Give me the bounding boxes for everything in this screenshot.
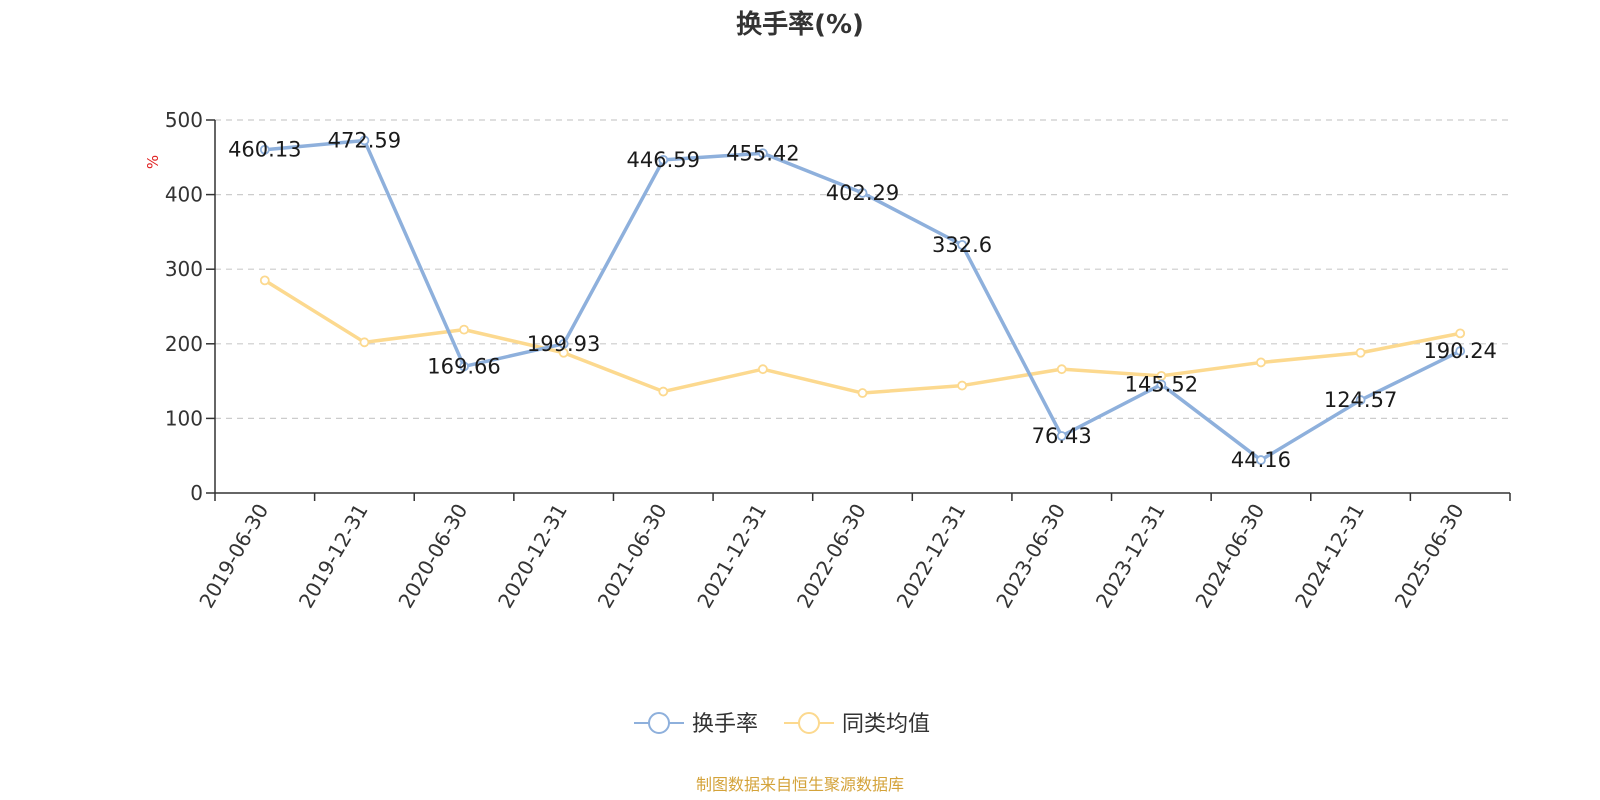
y-tick-label: 400 (165, 183, 203, 207)
series-0-point (1455, 346, 1466, 356)
source-note: 制图数据来自恒生聚源数据库 (696, 775, 904, 794)
x-tick-label: 2022-12-31 (892, 500, 971, 613)
data-label: 169.66 (427, 354, 500, 378)
series-1-point (1256, 357, 1266, 368)
series-1-point (359, 337, 370, 348)
series-0-point (957, 239, 968, 250)
x-tick-label: 2020-06-30 (393, 500, 472, 613)
x-tick-label: 2019-06-30 (194, 500, 273, 613)
data-label: 460.13 (228, 138, 301, 162)
x-tick-label: 2020-12-31 (493, 500, 572, 613)
x-tick-label: 2022-06-30 (792, 500, 871, 613)
x-tick-label: 2019-12-31 (294, 500, 373, 613)
data-label: 332.6 (932, 233, 992, 257)
series-0-point (658, 154, 669, 165)
series-0-point (1256, 455, 1266, 465)
y-tick-label: 0 (190, 481, 203, 505)
series-1-point (459, 324, 469, 335)
legend-item[interactable]: 换手率 (634, 712, 758, 737)
series-1-point (1056, 364, 1067, 375)
y-tick-label: 300 (165, 257, 203, 281)
y-tick-label: 500 (165, 108, 203, 132)
series-1-point (658, 386, 669, 397)
x-tick-label: 2023-06-30 (991, 500, 1070, 613)
data-label: 76.43 (1032, 424, 1092, 448)
y-tick-label: 200 (165, 332, 203, 356)
legend-label: 换手率 (692, 712, 758, 737)
data-label: 455.42 (726, 141, 799, 165)
y-axis-unit-label: % (144, 155, 162, 169)
x-tick-label: 2021-06-30 (593, 500, 672, 613)
series-0-point (1156, 379, 1167, 390)
legend-marker-icon (798, 712, 820, 734)
series-0-point (857, 187, 868, 198)
gridlines (215, 119, 1510, 419)
series-1-point (757, 364, 768, 375)
series-1-point (857, 388, 868, 398)
data-label: 402.29 (826, 181, 899, 205)
legend-marker-icon (648, 712, 670, 734)
series-0-point (1056, 431, 1067, 441)
series-0-point (259, 144, 270, 155)
legend-label: 同类均值 (842, 712, 930, 737)
data-label: 190.24 (1423, 339, 1496, 363)
series-0-point (757, 148, 768, 159)
x-tick-label: 2024-06-30 (1190, 500, 1269, 613)
data-label: 44.16 (1231, 448, 1291, 472)
y-tick-label: 100 (165, 406, 203, 430)
chart-title: 换手率(%) (736, 9, 864, 40)
series-lines (259, 135, 1466, 465)
series-1-point (1355, 347, 1366, 358)
series-1-point (259, 275, 270, 286)
series-0-point (1355, 395, 1366, 405)
legend-item[interactable]: 同类均值 (784, 712, 930, 737)
data-label: 472.59 (328, 128, 401, 152)
data-label: 124.57 (1324, 388, 1397, 412)
data-label: 199.93 (527, 332, 600, 356)
x-tick-label: 2025-06-30 (1390, 500, 1469, 613)
series-1-point (1455, 328, 1466, 339)
x-tick-label: 2024-12-31 (1290, 500, 1369, 613)
data-label: 145.52 (1125, 372, 1198, 396)
data-labels: 460.13 472.59 169.66 199.93 446.59 455.42 402.… (228, 128, 1497, 472)
series-0-point (459, 361, 469, 372)
series-0-point (359, 135, 370, 146)
series-0-point (558, 338, 569, 349)
data-label: 446.59 (627, 148, 700, 172)
x-tick-label: 2021-12-31 (692, 500, 771, 613)
series-1-point (957, 380, 968, 391)
x-tick-label: 2023-12-31 (1091, 500, 1170, 613)
legend[interactable]: 换手率 同类均值 (634, 712, 930, 737)
